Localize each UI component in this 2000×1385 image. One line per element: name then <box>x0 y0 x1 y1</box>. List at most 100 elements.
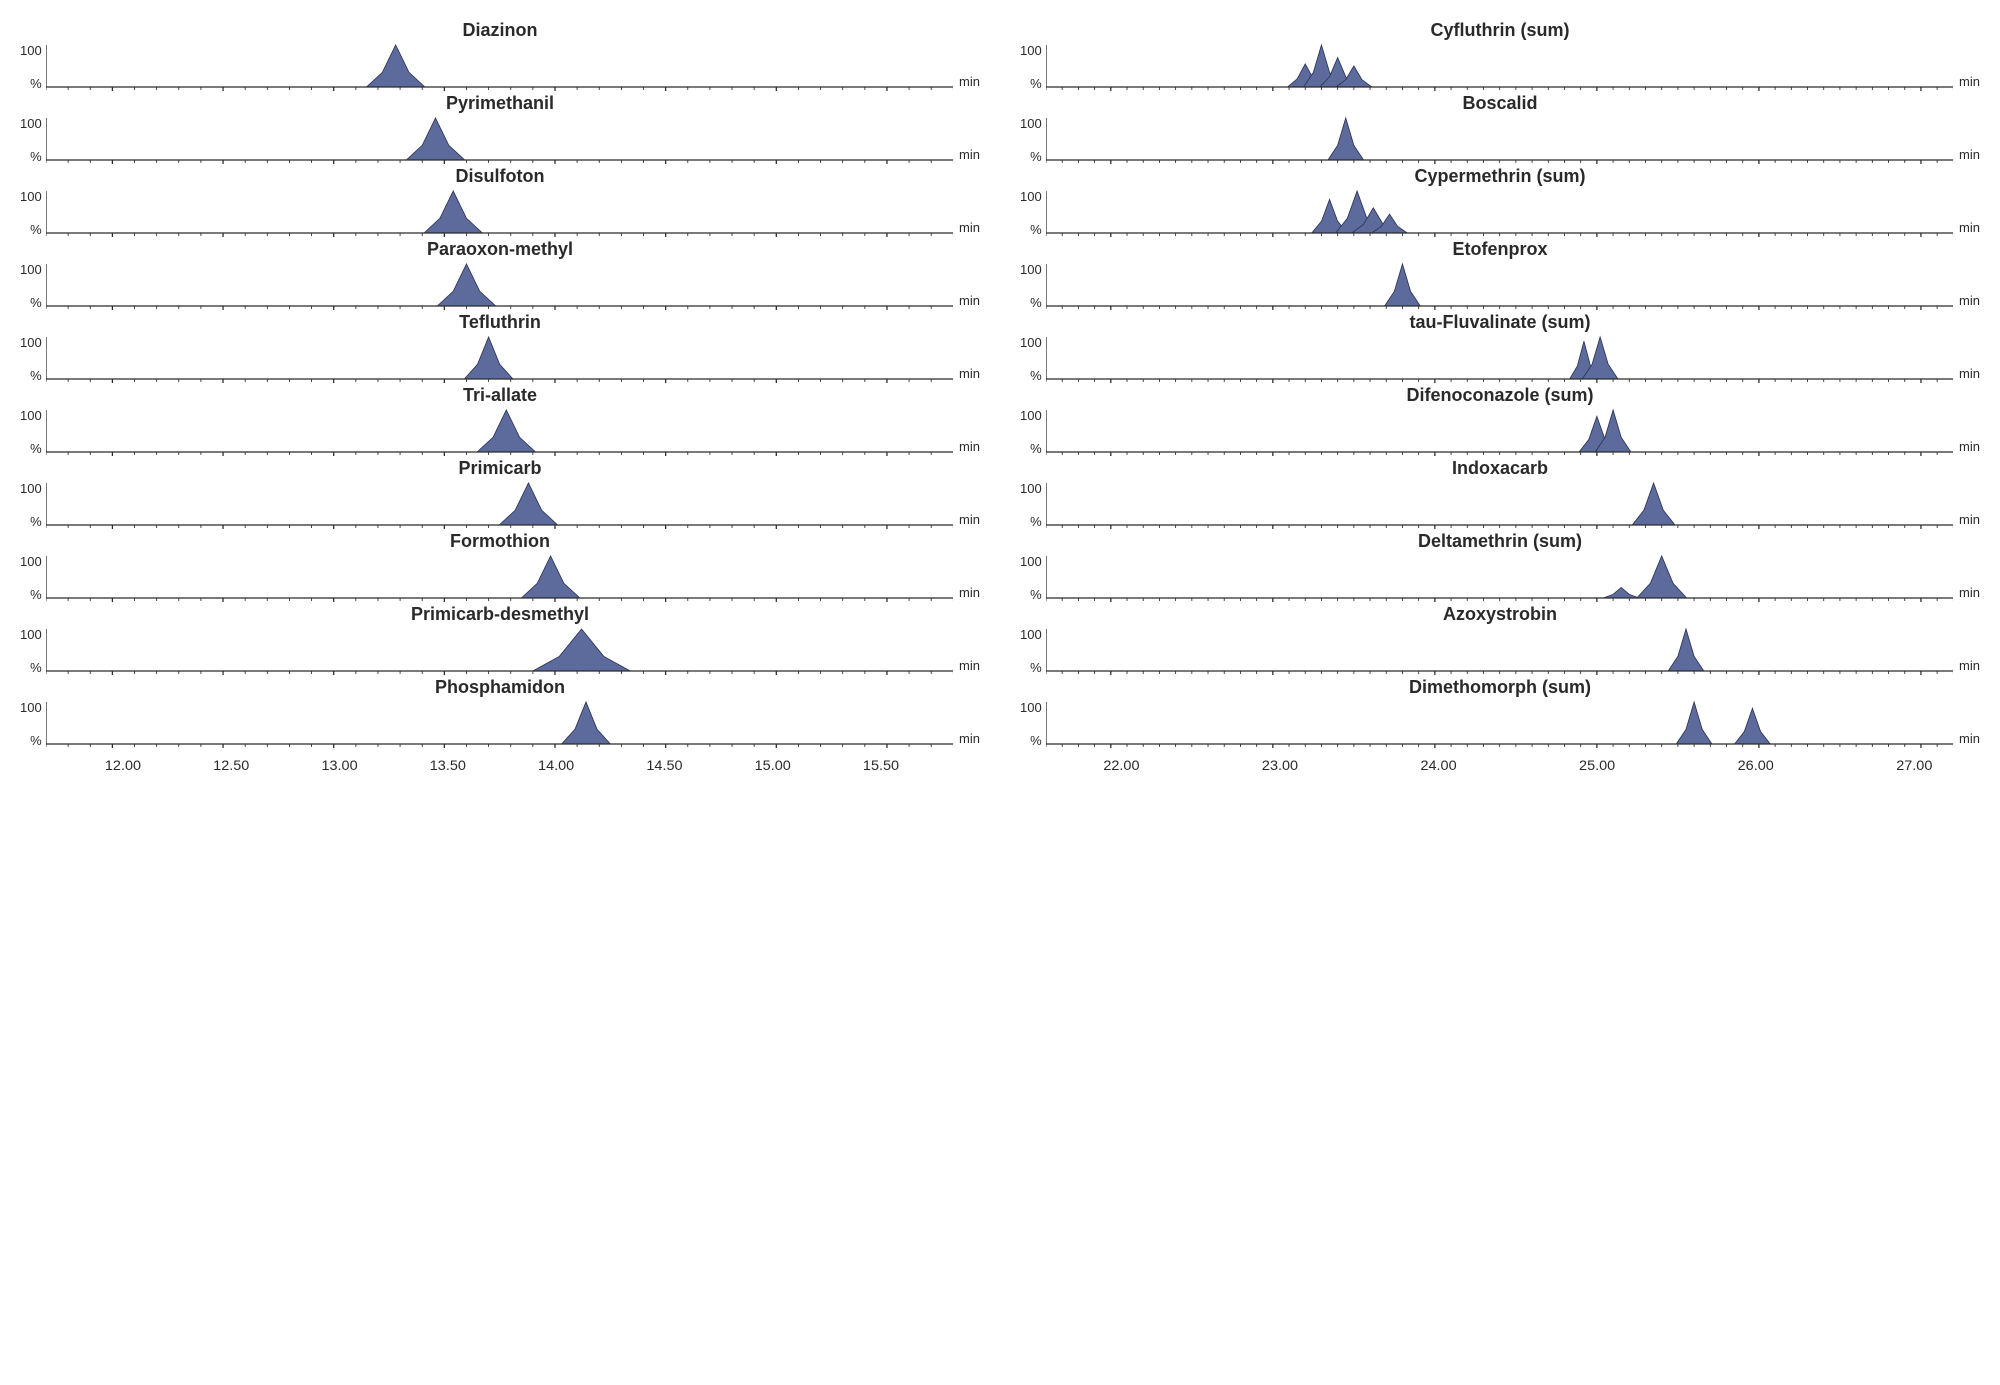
chromatogram-svg <box>1046 627 1953 675</box>
panel-title: Disulfoton <box>20 166 980 187</box>
y-label: % <box>1030 222 1042 237</box>
panel-title: tau-Fluvalinate (sum) <box>1020 312 1980 333</box>
y-label: % <box>1030 149 1042 164</box>
chromatogram-svg <box>1046 554 1953 602</box>
chromatogram-panel: Etofenprox100%min <box>1020 239 1980 310</box>
panel-row: 100%min <box>1020 335 1980 383</box>
x-unit-label: min <box>1953 74 1980 91</box>
chromatogram-panel: Tri-allate100%min <box>20 385 980 456</box>
panel-row: 100%min <box>1020 408 1980 456</box>
y-axis-labels: 100% <box>20 700 46 748</box>
peak <box>1632 483 1675 525</box>
y-label: 100 <box>1020 189 1042 204</box>
chromatogram-column-left: Diazinon100%minPyrimethanil100%minDisulf… <box>20 20 980 776</box>
y-label: 100 <box>20 408 42 423</box>
panel-title: Paraoxon-methyl <box>20 239 980 260</box>
plot-area <box>1046 189 1953 237</box>
y-label: 100 <box>20 481 42 496</box>
panel-title: Etofenprox <box>1020 239 1980 260</box>
y-axis-labels: 100% <box>20 262 46 310</box>
x-unit-label: min <box>1953 147 1980 164</box>
chromatogram-svg <box>1046 481 1953 529</box>
y-label: 100 <box>1020 627 1042 642</box>
y-label: 100 <box>1020 116 1042 131</box>
x-unit-label: min <box>953 366 980 383</box>
panel-row: 100% min <box>1020 116 1980 164</box>
y-label: % <box>30 149 42 164</box>
panel-row: 100%min <box>1020 700 1980 748</box>
x-tick-label: 15.50 <box>863 758 899 774</box>
peak <box>1636 556 1686 598</box>
y-label: % <box>30 733 42 748</box>
panel-row: 100%min <box>20 43 980 91</box>
chromatogram-svg <box>46 554 953 602</box>
chromatogram-svg <box>46 43 953 91</box>
y-label: 100 <box>20 189 42 204</box>
x-unit-label: min <box>1953 512 1980 529</box>
x-tick-label: 14.00 <box>538 758 574 774</box>
peak <box>1668 629 1704 671</box>
chromatogram-panel: Dimethomorph (sum)100%min <box>1020 677 1980 748</box>
panel-title: Deltamethrin (sum) <box>1020 531 1980 552</box>
panel-row: 100%min <box>1020 189 1980 237</box>
peak <box>1734 708 1770 744</box>
chromatogram-svg <box>46 700 953 748</box>
x-unit-label: min <box>953 74 980 91</box>
y-label: % <box>30 368 42 383</box>
x-unit-label: min <box>953 147 980 164</box>
x-axis-labels-row: 22.0023.0024.0025.0026.0027.00min <box>1020 754 1980 776</box>
x-tick-label: 24.00 <box>1420 758 1456 774</box>
x-unit-label: min <box>953 658 980 675</box>
plot-area <box>46 189 953 237</box>
chromatogram-svg <box>1046 189 1953 237</box>
y-axis-labels: 100% <box>20 189 46 237</box>
x-tick-label: 15.00 <box>755 758 791 774</box>
plot-area <box>46 116 953 164</box>
chromatogram-svg <box>46 408 953 456</box>
x-unit-label: min <box>1953 366 1980 383</box>
y-label: % <box>1030 441 1042 456</box>
plot-area <box>46 481 953 529</box>
y-axis-labels: 100% <box>20 627 46 675</box>
y-label: 100 <box>20 43 42 58</box>
chromatogram-panel: Primicarb100%min <box>20 458 980 529</box>
y-label: % <box>30 441 42 456</box>
y-label: 100 <box>20 335 42 350</box>
plot-area <box>46 554 953 602</box>
chromatogram-svg <box>1046 335 1953 383</box>
x-tick-label: 13.00 <box>321 758 357 774</box>
y-axis-labels: 100% <box>1020 554 1046 602</box>
panel-title: Primicarb-desmethyl <box>20 604 980 625</box>
x-tick-label: 23.00 <box>1262 758 1298 774</box>
panel-row: 100%min <box>1020 262 1980 310</box>
chromatogram-panel: Phosphamidon100%min <box>20 677 980 748</box>
panel-title: Formothion <box>20 531 980 552</box>
chromatogram-panel: Disulfoton100%min <box>20 166 980 237</box>
peak <box>477 410 535 452</box>
panel-row: 100% min <box>20 700 980 748</box>
panel-title: Diazinon <box>20 20 980 41</box>
plot-area <box>1046 408 1953 456</box>
y-axis-labels: 100% <box>1020 700 1046 748</box>
plot-area <box>1046 481 1953 529</box>
y-axis-labels: 100% <box>1020 43 1046 91</box>
x-unit-label: min <box>1953 293 1980 310</box>
y-label: 100 <box>20 262 42 277</box>
y-label: % <box>1030 368 1042 383</box>
panel-title: Azoxystrobin <box>1020 604 1980 625</box>
chromatogram-svg <box>1046 700 1953 748</box>
x-tick-label: 13.50 <box>430 758 466 774</box>
panel-title: Tefluthrin <box>20 312 980 333</box>
y-label: % <box>1030 733 1042 748</box>
chromatogram-panel: Pyrimethanil100%min <box>20 93 980 164</box>
chromatogram-panel: Indoxacarb100%min <box>1020 458 1980 529</box>
y-label: 100 <box>1020 262 1042 277</box>
panel-row: 100%min <box>20 189 980 237</box>
x-axis-labels: 22.0023.0024.0025.0026.0027.00 <box>1058 754 1946 776</box>
panel-row: 100%min <box>1020 481 1980 529</box>
x-unit-label: min <box>953 731 980 748</box>
y-label: % <box>1030 587 1042 602</box>
plot-area <box>1046 700 1953 748</box>
peak <box>406 118 464 160</box>
panel-row: 100% min <box>20 335 980 383</box>
